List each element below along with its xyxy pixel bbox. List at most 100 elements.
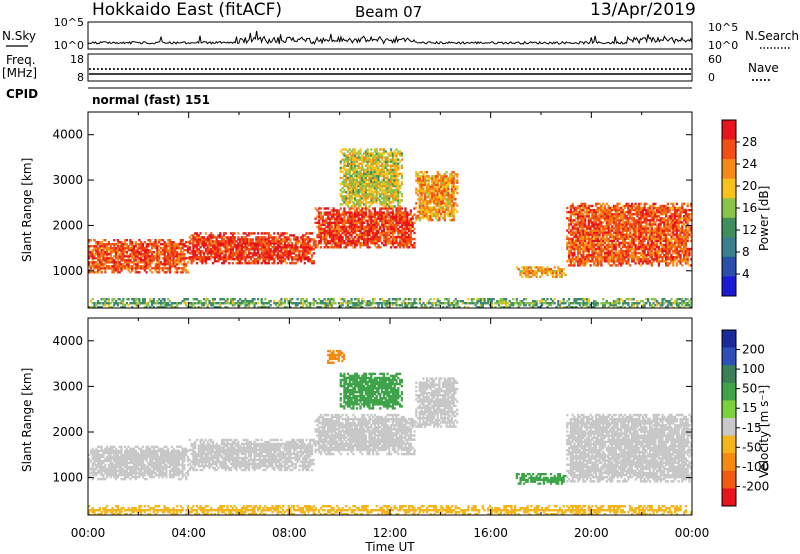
power-cell (222, 254, 225, 257)
power-cell (587, 215, 590, 218)
power-cell (312, 244, 315, 247)
power-cell (408, 213, 411, 216)
power-cell (271, 254, 274, 257)
power-cell (348, 162, 351, 165)
power-cell (102, 243, 105, 246)
power-cell (361, 217, 364, 220)
power-cell (275, 236, 278, 239)
power-cell (102, 267, 105, 270)
power-cell (539, 268, 542, 271)
power-cell (224, 256, 227, 259)
power-cell (618, 260, 621, 263)
power-cell (106, 243, 109, 246)
power-cell (654, 258, 657, 261)
power-cell (589, 225, 592, 228)
power-cell (203, 242, 206, 245)
power-cell (100, 241, 103, 244)
power-cell (231, 234, 234, 237)
power-cell (648, 254, 652, 257)
power-cell (402, 231, 405, 235)
power-cell (183, 263, 186, 266)
power-cell (397, 215, 400, 218)
power-cell (127, 245, 130, 248)
power-cell (535, 270, 538, 273)
power-cell (359, 191, 362, 194)
power-cell (111, 271, 114, 274)
power-cell (345, 211, 348, 214)
power-cell (447, 206, 450, 209)
power-cell (370, 180, 373, 184)
power-cell (113, 267, 116, 270)
power-cell (384, 233, 387, 237)
power-cell (449, 179, 452, 182)
power-cell (616, 210, 619, 214)
power-cell (185, 271, 188, 274)
power-cell (402, 227, 405, 231)
power-cell (648, 206, 652, 210)
power-cell (368, 189, 371, 192)
power-cell (368, 178, 371, 182)
cpid-label: CPID (6, 87, 38, 101)
power-cell (382, 178, 385, 182)
power-cell (621, 237, 625, 240)
power-cell (248, 240, 251, 243)
power-cell (643, 256, 646, 259)
power-cell (332, 233, 335, 237)
power-cell (359, 172, 362, 176)
power-cell (348, 184, 351, 188)
power-cell (91, 255, 94, 258)
power-cell (318, 233, 321, 237)
power-cell (239, 238, 242, 241)
power-cell (441, 216, 445, 220)
power-cell (377, 229, 380, 233)
power-cell (551, 271, 554, 275)
power-cell (124, 261, 127, 264)
power-cell (582, 262, 585, 265)
power-cell (167, 253, 170, 256)
power-cell (600, 249, 603, 253)
power-cell (411, 244, 414, 247)
power-cell (104, 251, 107, 254)
power-cell (551, 275, 554, 278)
power-cell (366, 244, 369, 247)
power-cell (222, 246, 225, 249)
power-cell (623, 258, 626, 261)
power-cell (337, 227, 341, 231)
power-cell (355, 189, 358, 192)
power-cell (240, 248, 243, 251)
power-cell (242, 232, 245, 235)
power-cell (332, 246, 335, 249)
power-cell (240, 254, 243, 257)
power-cell (386, 225, 389, 229)
power-cell (361, 186, 364, 190)
power-cell (125, 265, 128, 268)
power-cell (113, 255, 116, 258)
power-cell (361, 207, 364, 210)
power-cell (248, 262, 251, 265)
power-cell (418, 218, 421, 222)
power-cell (215, 256, 218, 259)
power-cell (330, 244, 333, 247)
power-cell (174, 247, 177, 250)
power-cell (364, 225, 367, 229)
power-cell (584, 202, 587, 206)
power-cell (632, 258, 635, 261)
power-cell (350, 180, 353, 184)
power-cell (332, 213, 335, 216)
power-cell (337, 237, 341, 241)
power-cell (524, 271, 527, 275)
power-cell (219, 256, 222, 259)
power-cell (330, 246, 333, 249)
power-cell (364, 239, 367, 243)
power-cell (222, 238, 225, 241)
power-cell (231, 242, 234, 245)
power-cell (276, 262, 279, 265)
power-cell (648, 251, 652, 255)
power-cell (346, 193, 350, 196)
power-cell (372, 178, 375, 182)
power-cell (636, 260, 639, 263)
power-cell (183, 255, 186, 258)
power-cell (283, 238, 287, 241)
power-cell (388, 201, 391, 204)
power-cell (98, 269, 101, 272)
